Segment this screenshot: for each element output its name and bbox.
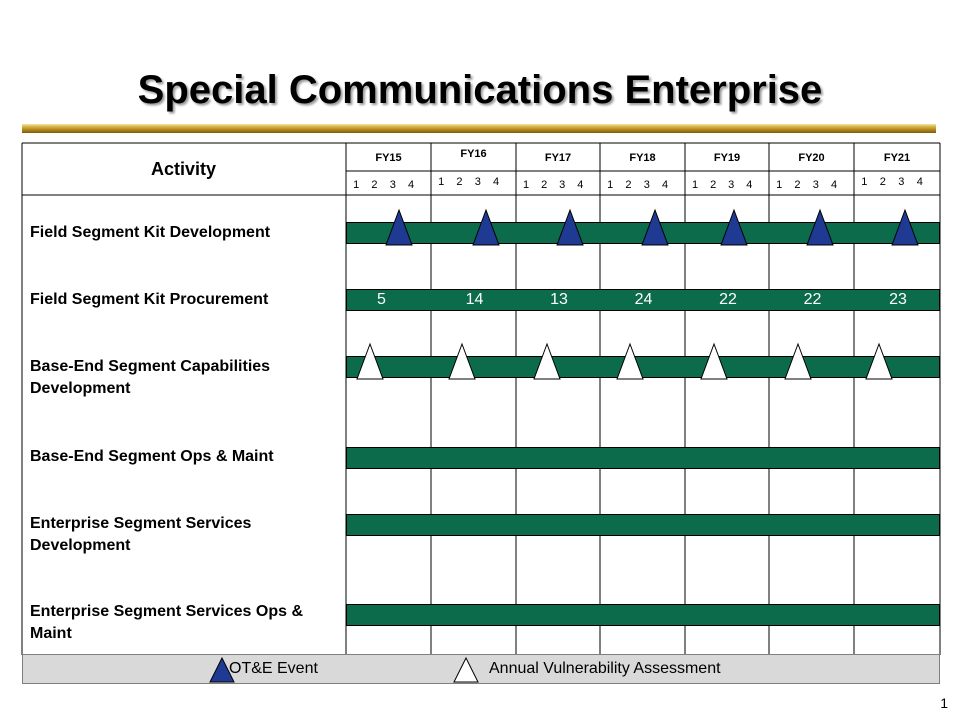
otne-event-icon (209, 656, 235, 683)
fiscal-year-label: FY17 (544, 152, 572, 164)
quarter-label: 3 (898, 176, 905, 188)
procurement-quantity: 14 (465, 291, 484, 308)
quarter-label: 3 (474, 176, 481, 188)
quarter-label: 1 (353, 179, 360, 191)
activity-column-header: Activity (150, 158, 217, 179)
activity-label: Enterprise Segment Services Development (30, 515, 252, 554)
page-title: Special Communications Enterprise (137, 68, 823, 112)
activity-bar (346, 222, 940, 244)
fiscal-year-label: FY21 (883, 152, 911, 164)
procurement-quantity: 13 (550, 291, 568, 308)
quarter-label: 2 (879, 176, 886, 188)
fiscal-year-label: FY18 (629, 152, 656, 164)
quarter-label: 2 (710, 179, 717, 191)
fiscal-year-label: FY20 (798, 152, 825, 164)
procurement-quantity: 22 (803, 291, 822, 308)
quarter-label: 2 (625, 179, 632, 191)
quarter-label: 2 (456, 176, 463, 188)
activity-label: Base-End Segment Ops & Maint (30, 448, 274, 465)
quarter-label: 4 (407, 179, 415, 191)
quarter-label: 3 (389, 179, 396, 191)
activity-bar (346, 447, 940, 469)
quarter-label: 1 (523, 179, 530, 191)
legend-vulnerability-label: Annual Vulnerability Assessment (489, 660, 721, 677)
quarter-label: 3 (812, 179, 819, 191)
activity-bar (346, 514, 940, 536)
quarter-label: 4 (492, 176, 500, 188)
quarter-label: 2 (541, 179, 548, 191)
activity-bar (346, 356, 940, 378)
activity-label: Field Segment Kit Procurement (30, 291, 269, 308)
activity-label: Field Segment Kit Development (30, 224, 271, 241)
fiscal-year-label: FY16 (460, 148, 487, 160)
quarter-label: 4 (661, 179, 669, 191)
activity-label: Enterprise Segment Services Ops & Maint (30, 603, 303, 642)
procurement-quantity: 23 (889, 291, 907, 308)
quarter-label: 4 (830, 179, 838, 191)
page-number: 1 (940, 695, 948, 711)
fiscal-year-label: FY15 (375, 152, 402, 164)
quarter-label: 1 (692, 179, 699, 191)
quarter-label: 1 (776, 179, 783, 191)
quarter-label: 1 (607, 179, 614, 191)
legend: OT&E Event Annual Vulnerability Assessme… (22, 654, 940, 684)
procurement-quantity: 24 (634, 291, 653, 308)
quarter-label: 2 (371, 179, 378, 191)
quarter-label: 3 (643, 179, 650, 191)
quarter-label: 3 (728, 179, 735, 191)
quarter-label: 1 (861, 176, 868, 188)
vulnerability-assessment-icon (453, 656, 479, 683)
quarter-label: 1 (438, 176, 445, 188)
activity-label: Base-End Segment Capabilities Developmen… (30, 358, 271, 397)
activity-bar: 5 14 13 24 22 22 23 (346, 289, 940, 311)
activity-bar (346, 604, 940, 626)
quarter-label: 2 (794, 179, 801, 191)
fiscal-year-label: FY19 (713, 152, 741, 164)
title-divider (22, 124, 936, 133)
procurement-quantity: 22 (719, 291, 737, 308)
quarter-label: 4 (577, 179, 584, 191)
legend-otne-label: OT&E Event (229, 660, 318, 677)
quarter-label: 3 (559, 179, 566, 191)
procurement-quantity: 5 (377, 291, 386, 308)
quarter-label: 4 (746, 179, 753, 191)
quarter-label: 4 (916, 176, 923, 188)
